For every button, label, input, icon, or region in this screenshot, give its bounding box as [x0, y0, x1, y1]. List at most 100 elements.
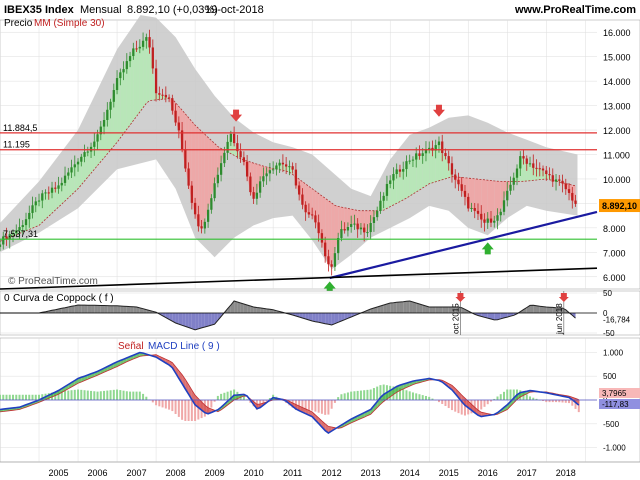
macd-histogram-bar-negative: [158, 400, 161, 407]
coppock-positive-area: [126, 306, 131, 313]
macd-histogram-bar-positive: [503, 391, 506, 400]
macd-histogram-bar-positive: [21, 394, 24, 400]
bull-cloud-segment: [523, 158, 527, 182]
bull-candle: [278, 162, 281, 166]
coppock-panel: 50 0 -50 oct 2015 jun 2018 -16,784: [0, 289, 640, 338]
macd-bull-fill: [230, 395, 235, 403]
bear-cloud-segment: [481, 179, 485, 223]
coppock-negative-area: [338, 313, 342, 323]
arrow-up-icon: [323, 281, 336, 294]
bull-candle: [372, 217, 376, 223]
coppock-negative-area: [305, 313, 309, 320]
bear-candle: [236, 143, 239, 152]
macd-bull-fill: [399, 384, 404, 391]
bull-cloud-segment: [396, 169, 400, 204]
macd-histogram-bar-positive: [145, 396, 148, 400]
macd-histogram-bar-negative: [486, 400, 489, 405]
macd-histogram-bar-negative: [476, 400, 479, 412]
coppock-positive-area: [260, 307, 264, 313]
bull-cloud-segment: [539, 168, 544, 180]
macd-histogram-bar-positive: [34, 394, 37, 400]
coppock-positive-area: [243, 304, 248, 313]
coppock-positive-area: [416, 303, 420, 313]
coppock-positive-area: [139, 307, 144, 313]
bull-candle: [138, 46, 141, 49]
macd-histogram-bar-negative: [317, 400, 320, 413]
macd-histogram-bar-positive: [90, 390, 93, 400]
bear-candle: [291, 166, 294, 170]
bull-candle: [34, 201, 37, 206]
bull-candle: [63, 175, 67, 183]
macd-histogram-bar-negative: [194, 400, 197, 421]
macd-histogram-bar-positive: [522, 392, 525, 400]
bull-candle: [213, 183, 216, 199]
macd-histogram-bar-negative: [181, 400, 184, 420]
bull-candle: [31, 205, 34, 213]
bull-candle: [405, 161, 408, 170]
coppock-positive-area: [113, 305, 118, 313]
macd-histogram-bar-positive: [372, 388, 375, 400]
bull-cloud-segment: [55, 185, 59, 211]
macd-histogram-bar-positive: [106, 390, 109, 400]
coppock-positive-area: [269, 309, 274, 313]
coppock-negative-area: [182, 313, 186, 327]
bull-candle: [470, 208, 473, 210]
bull-candle: [392, 174, 395, 181]
bull-candle: [502, 200, 506, 212]
macd-histogram-bar-negative: [171, 400, 174, 412]
macd-histogram-bar-positive: [0, 394, 1, 400]
macd-histogram-bar-positive: [535, 398, 538, 400]
bull-candle: [102, 119, 106, 127]
coppock-positive-area: [247, 305, 251, 313]
macd-histogram-bar-negative: [463, 400, 466, 416]
coppock-y-tick: 50: [603, 289, 612, 298]
coppock-positive-area: [429, 307, 433, 313]
coppock-positive-area: [536, 305, 540, 313]
bear-candle: [571, 192, 574, 201]
macd-histogram-bar-negative: [489, 400, 492, 402]
macd-histogram-bar-negative: [333, 400, 336, 403]
bull-cloud-segment: [435, 141, 439, 182]
bull-cloud-segment: [156, 93, 160, 100]
coppock-positive-area: [110, 305, 114, 313]
bear-cloud-segment: [217, 146, 222, 175]
bull-candle: [122, 69, 125, 73]
coppock-positive-area: [393, 302, 397, 313]
bear-candle: [154, 68, 158, 94]
bull-cloud-segment: [120, 69, 124, 138]
coppock-positive-area: [117, 305, 121, 313]
bear-candle: [548, 174, 551, 176]
macd-histogram-bar-negative: [301, 400, 304, 411]
coppock-positive-area: [94, 305, 98, 313]
bull-candle: [411, 159, 415, 161]
bear-candle: [164, 94, 167, 98]
x-tick-label: 2017: [517, 468, 537, 478]
last-price-label: 8.892,10: [602, 201, 637, 211]
bull-candle: [112, 90, 115, 102]
coppock-negative-area: [188, 313, 192, 329]
bull-candle: [145, 37, 148, 41]
macd-histogram-bar-negative: [577, 400, 580, 413]
coppock-negative-area: [325, 313, 329, 325]
macd-histogram-bar-negative: [262, 400, 265, 405]
bull-candle: [119, 72, 122, 79]
bear-candle: [158, 93, 161, 95]
macd-legend-line: MACD Line ( 9 ): [148, 341, 220, 352]
bear-candle: [304, 204, 307, 213]
bear-candle: [532, 163, 535, 168]
macd-histogram-bar-positive: [38, 394, 41, 400]
bull-candle: [83, 152, 86, 157]
bull-candle: [499, 211, 502, 216]
macd-line-tag: [599, 399, 640, 409]
bear-cloud-segment: [490, 180, 495, 223]
x-tick-label: 2015: [439, 468, 459, 478]
bear-candle: [317, 222, 320, 234]
macd-histogram-bar-negative: [447, 400, 450, 409]
macd-histogram-bar-positive: [509, 389, 512, 400]
macd-bear-fill: [191, 389, 196, 405]
macd-histogram-bar-negative: [480, 400, 483, 410]
bull-cloud-segment: [406, 160, 410, 199]
macd-histogram-bar-positive: [529, 396, 532, 400]
coppock-negative-area: [490, 313, 495, 320]
bull-cloud-segment: [139, 40, 144, 112]
